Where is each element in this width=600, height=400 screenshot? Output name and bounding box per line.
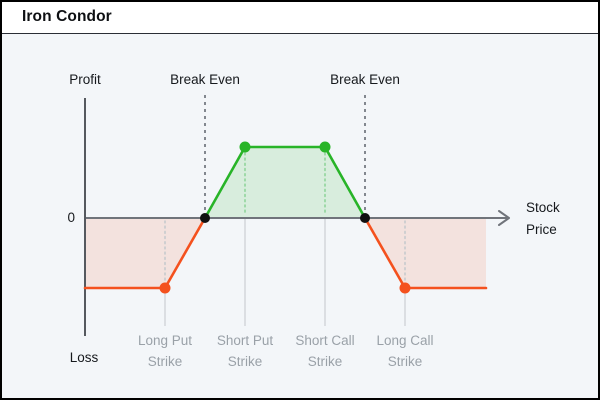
y-axis-loss-label: Loss [69, 350, 99, 365]
x-axis-label: Stock Price [526, 197, 596, 241]
long-put-strike-label: Long Put Strike [115, 330, 215, 372]
long-put-strike-label-line2: Strike [147, 354, 183, 369]
x-axis-arrowhead-icon [498, 210, 510, 226]
short-call-strike-label-line2: Strike [307, 354, 343, 369]
short-put-strike-label: Short Put Strike [195, 330, 295, 372]
break-even-right-marker [360, 213, 370, 223]
break-even-left-label: Break Even [170, 72, 240, 87]
card-header: Iron Condor [0, 0, 600, 34]
break-even-right-label: Break Even [330, 72, 400, 87]
short-call-strike-label: Short Call Strike [275, 330, 375, 372]
long-put-strike-label-line1: Long Put [137, 333, 193, 348]
x-axis-label-line1: Stock [526, 200, 560, 215]
profit-line [203, 145, 367, 220]
profit-fill [205, 147, 365, 218]
long-call-strike-label-line2: Strike [387, 354, 423, 369]
zero-label: 0 [67, 210, 75, 225]
long-put-marker [159, 282, 171, 294]
loss-fill-right [365, 218, 486, 288]
long-call-strike-label: Long Call Strike [355, 330, 455, 372]
x-axis-label-line2: Price [526, 222, 557, 237]
page-title: Iron Condor [22, 7, 112, 25]
short-put-marker [239, 141, 251, 153]
y-axis-profit-label: Profit [69, 72, 101, 87]
short-put-strike-label-line1: Short Put [216, 333, 274, 348]
long-call-strike-label-line1: Long Call [376, 333, 434, 348]
long-call-marker [399, 282, 411, 294]
short-call-marker [319, 141, 331, 153]
short-put-strike-label-line2: Strike [227, 354, 263, 369]
short-call-strike-label-line1: Short Call [295, 333, 355, 348]
break-even-left-marker [200, 213, 210, 223]
loss-fill-left [85, 218, 205, 288]
